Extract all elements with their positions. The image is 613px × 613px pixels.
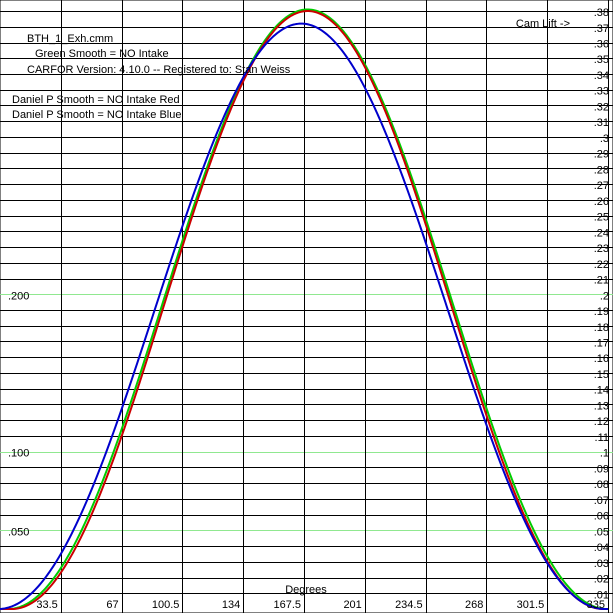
y-tick-label-right: .08 [594, 479, 609, 491]
x-tick-label: 67 [106, 599, 118, 611]
y-tick-label-right: .15 [594, 369, 609, 381]
x-tick-label: 301.5 [517, 599, 545, 611]
x-tick-label: 33.5 [36, 599, 57, 611]
x-tick-label: 201 [343, 599, 361, 611]
y-tick-label-right: .1 [600, 448, 609, 460]
y-tick-label-right: .09 [594, 463, 609, 475]
y-tick-label-right: .37 [594, 23, 609, 35]
y-tick-label-right: .31 [594, 117, 609, 129]
y-tick-label-right: .28 [594, 164, 609, 176]
y-tick-label-right: .19 [594, 306, 609, 318]
y-tick-label-right: .13 [594, 400, 609, 412]
y-tick-label-right: .36 [594, 39, 609, 51]
header-line-3: Daniel P Smooth = NO Intake Red [12, 94, 180, 106]
y-tick-label-left: .200 [8, 290, 29, 302]
y-tick-label-right: .07 [594, 495, 609, 507]
y-tick-label-right: .23 [594, 243, 609, 255]
y-tick-label-right: .33 [594, 86, 609, 98]
series-line-2 [0, 22, 608, 610]
x-axis-label: Degrees [285, 584, 327, 596]
x-tick-label: 234.5 [395, 599, 423, 611]
x-tick-label: 268 [465, 599, 483, 611]
y-tick-label-right: .32 [594, 101, 609, 113]
series-line-0 [0, 8, 609, 610]
y-tick-label-right: .06 [594, 511, 609, 523]
y-tick-label-right: .24 [594, 227, 609, 239]
y-tick-label-right: .21 [594, 275, 609, 287]
y-tick-label-right: .05 [594, 526, 609, 538]
header-line-2: CARFOR Version: 4.10.0 -- Registered to:… [27, 64, 291, 76]
y-tick-label-right: .26 [594, 196, 609, 208]
x-tick-label: 100.5 [152, 599, 180, 611]
y-tick-label-right: .25 [594, 212, 609, 224]
y-tick-label-right: .02 [594, 574, 609, 586]
x-tick-label: 335 [587, 599, 605, 611]
x-tick-label: 167.5 [273, 599, 301, 611]
y-tick-label-right: .35 [594, 54, 609, 66]
y-tick-label-right: .16 [594, 353, 609, 365]
y-tick-label-left: .050 [8, 526, 29, 538]
y-tick-label-right: .34 [594, 70, 609, 82]
y-tick-label-right: .2 [600, 290, 609, 302]
header-line-4: Daniel P Smooth = NO Intake Blue [12, 109, 181, 121]
y-tick-label-right: .38 [594, 7, 609, 19]
y-tick-label-right: .17 [594, 337, 609, 349]
series-line-1 [0, 10, 608, 610]
y-tick-label-right: .12 [594, 416, 609, 428]
header-line-0: BTH_1_Exh.cmm [27, 33, 113, 45]
y-tick-label-right: .22 [594, 259, 609, 271]
x-tick-label: 134 [222, 599, 240, 611]
y-tick-label-right: .03 [594, 558, 609, 570]
y-tick-label-right: .29 [594, 149, 609, 161]
y-axis-label: Cam Lift -> [516, 18, 570, 30]
y-tick-label-right: .3 [600, 133, 609, 145]
y-tick-label-right: .18 [594, 322, 609, 334]
y-tick-label-right: .27 [594, 180, 609, 192]
y-tick-label-right: .01 [594, 589, 609, 601]
y-tick-label-left: .100 [8, 448, 29, 460]
header-line-1: Green Smooth = NO Intake [35, 48, 169, 60]
y-tick-label-right: .04 [594, 542, 609, 554]
y-tick-label-right: .14 [594, 385, 609, 397]
y-tick-label-right: .11 [595, 432, 609, 444]
